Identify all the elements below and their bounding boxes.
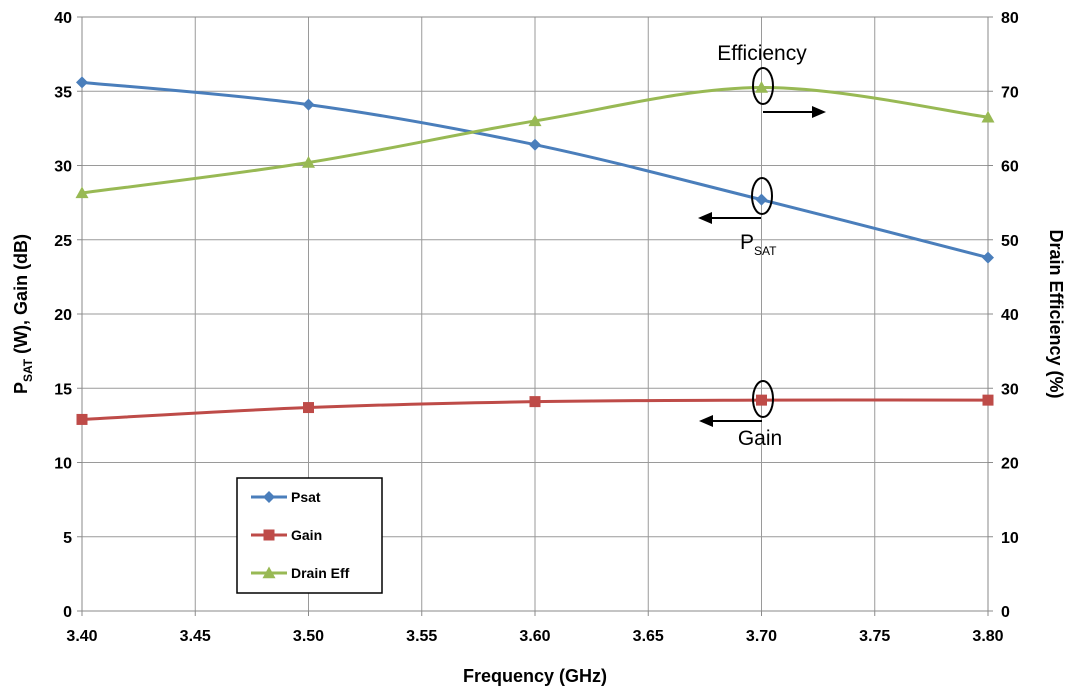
right-tick-label-8: 80: [1001, 10, 1019, 27]
right-axis-ticks: 0 10 20 30 40 50 60 70 80: [988, 10, 1019, 621]
annotation-psat: PSAT: [698, 177, 777, 258]
left-tick-label-7: 35: [54, 84, 72, 101]
series-psat: [76, 76, 994, 264]
x-tick-label-7: 3.75: [859, 628, 890, 645]
x-tick-label-4: 3.60: [519, 628, 550, 645]
annotation-psat-arrowhead: [698, 212, 712, 224]
x-tick-label-8: 3.80: [972, 628, 1003, 645]
point-drain-eff-0: [75, 186, 89, 199]
annotation-gain-label: Gain: [738, 427, 782, 450]
x-tick-label-6: 3.70: [746, 628, 777, 645]
annotation-gain: Gain: [699, 380, 782, 450]
point-psat-2: [529, 138, 541, 151]
point-drain-eff-3: [755, 81, 768, 93]
x-tick-label-3: 3.55: [406, 628, 437, 645]
right-tick-label-5: 50: [1001, 233, 1019, 250]
legend-label-psat: Psat: [291, 489, 321, 505]
annotation-gain-ellipse: [752, 380, 774, 418]
right-tick-label-0: 0: [1001, 604, 1010, 621]
legend-item-gain: Gain: [251, 527, 322, 543]
point-psat-3: [755, 193, 768, 206]
left-tick-label-0: 0: [63, 604, 72, 621]
annotation-gain-arrowhead: [699, 415, 713, 427]
right-tick-label-3: 30: [1001, 381, 1019, 398]
right-axis-title: Drain Efficiency (%): [1046, 229, 1065, 398]
annotation-efficiency-label: Efficiency: [717, 42, 807, 65]
x-tick-label-2: 3.50: [293, 628, 324, 645]
point-psat-0: [76, 76, 88, 89]
legend-label-drain-eff: Drain Eff: [291, 565, 350, 581]
series-gain: [76, 394, 994, 425]
right-tick-label-6: 60: [1001, 159, 1019, 176]
left-tick-label-1: 5: [63, 530, 72, 547]
annotation-psat-ellipse: [751, 177, 773, 215]
left-tick-label-3: 15: [54, 381, 72, 398]
right-tick-label-4: 40: [1001, 307, 1019, 324]
annotation-efficiency: Efficiency: [717, 42, 826, 118]
legend-swatch-marker-drain-eff: [262, 566, 276, 579]
left-axis-ticks: 0 5 10 15 20 25 30 35 40: [54, 10, 82, 621]
left-tick-label-2: 10: [54, 456, 72, 473]
series-layer: [75, 76, 995, 425]
left-axis-title: PSAT (W), Gain (dB): [11, 234, 35, 394]
legend-item-psat: Psat: [251, 489, 321, 505]
left-tick-label-8: 40: [54, 10, 72, 27]
point-gain-1: [303, 402, 314, 414]
right-tick-label-1: 10: [1001, 530, 1019, 547]
series-drain-eff: [75, 81, 995, 199]
legend-entries: Psat Gain Drain Eff: [251, 489, 350, 581]
gridlines: [81, 16, 989, 612]
x-tick-label-5: 3.65: [633, 628, 664, 645]
point-drain-eff-1: [302, 156, 315, 168]
x-axis-title: Frequency (GHz): [463, 666, 607, 686]
legend-item-drain-eff: Drain Eff: [251, 565, 350, 581]
left-tick-label-6: 30: [54, 159, 72, 176]
point-drain-eff-4: [981, 110, 995, 123]
annotation-psat-label: PSAT: [740, 231, 777, 258]
legend: Psat Gain Drain Eff: [236, 477, 383, 594]
annotation-efficiency-arrowhead: [812, 106, 826, 118]
point-gain-0: [76, 413, 88, 425]
left-tick-label-5: 25: [54, 233, 72, 250]
point-psat-4: [982, 251, 994, 264]
right-tick-label-7: 70: [1001, 84, 1019, 101]
annotation-efficiency-ellipse: [752, 67, 774, 105]
x-tick-label-1: 3.45: [180, 628, 211, 645]
point-psat-1: [302, 98, 315, 111]
right-tick-label-2: 20: [1001, 456, 1019, 473]
point-gain-4: [982, 394, 994, 406]
x-tick-label-0: 3.40: [66, 628, 97, 645]
point-drain-eff-2: [528, 114, 542, 127]
x-axis-ticks: 3.40 3.45 3.50 3.55 3.60 3.65 3.70 3.75 3.80: [66, 611, 1004, 645]
legend-label-gain: Gain: [291, 527, 322, 543]
left-tick-label-4: 20: [54, 307, 72, 324]
point-gain-3: [756, 394, 767, 406]
legend-swatch-marker-psat: [263, 491, 275, 503]
point-gain-2: [529, 396, 541, 408]
legend-swatch-marker-gain: [263, 529, 275, 541]
